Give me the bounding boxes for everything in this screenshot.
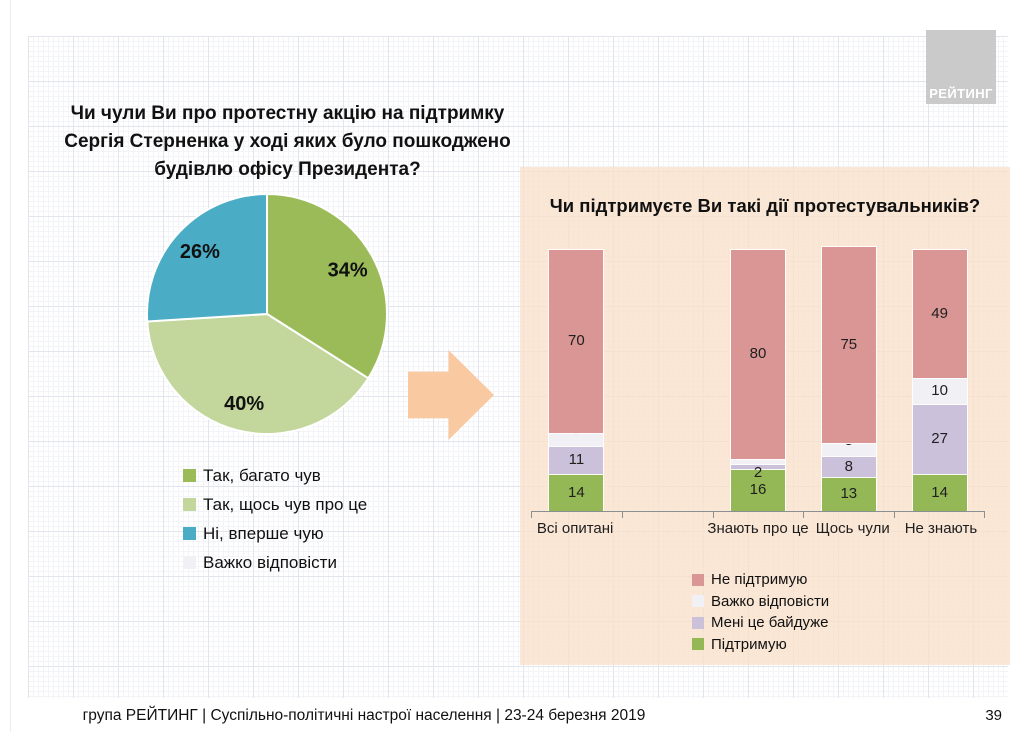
axis-tick [803,512,805,518]
legend-label: Підтримую [711,635,787,653]
legend-item: Мені це байдуже [692,612,829,634]
bar-value-label: 10 [931,381,948,399]
bar-segment: 5 [821,432,876,457]
x-axis [531,511,985,518]
page-edge-line [10,0,11,732]
axis-tick [531,512,532,518]
bar-segment: 80 [730,250,785,459]
bar-value-label: 2 [753,463,763,481]
stacked-bar: 14 11 5 70 [549,250,604,511]
legend-item: Ні, вперше чую [183,519,367,548]
bar-value-label: 16 [749,481,767,499]
bar-slot [622,250,713,511]
legend-item: Так, багато чув [183,461,367,490]
bar-value-label: 8 [844,457,853,475]
bar-segment: 14 [912,474,967,511]
pie-chart: 34% 40% 26% [145,192,388,435]
bar-segment: 75 [821,247,876,444]
bar-segment: 5 [549,422,604,446]
category-label: Знають про це [707,520,809,537]
rating-logo-text: РЕЙТИНГ [929,86,993,101]
legend-item: Підтримую [692,634,829,656]
stacked-bar: 14 27 10 49 [912,250,967,511]
stacked-bar: 162280 [730,250,785,511]
legend-item: Так, щось чув про це [183,490,367,519]
category-label: Не знають [904,520,978,537]
axis-tick [984,512,985,518]
legend-label: Мені це байдуже [711,614,829,632]
bar-chart-panel: Чи підтримуєте Ви такі дії протестувальн… [520,167,1010,665]
pie-legend: Так, багато чув Так, щось чув про це Ні, в… [183,461,367,577]
legend-item: Важко відповісти [183,548,367,577]
legend-label: Так, багато чув [203,465,321,485]
legend-swatch-icon [692,595,704,608]
pie-data-label: 26% [180,241,220,263]
bar-segment: 27 [912,404,967,475]
stacked-bar: 13 85 75 [821,247,876,511]
bar-value-label: 11 [568,451,585,469]
bar-value-label: 75 [840,336,858,354]
bar-segment: 8 [821,456,876,478]
category-label [619,520,707,537]
bar-slot: 13 85 75 [803,247,894,511]
bar-segment: 14 [549,474,604,511]
legend-swatch-icon [183,556,196,569]
legend-swatch-icon [183,469,196,482]
bar-value-label: 14 [568,483,585,501]
bar-segment: 16 [730,469,785,511]
page-number: 39 [985,707,1002,724]
axis-tick [894,512,896,518]
bar-segment: 13 [821,477,876,511]
bar-value-label: 14 [931,483,948,501]
bar-segment: 11 [549,445,604,475]
legend-swatch-icon [692,573,704,586]
bar-segment: 10 [912,377,967,404]
bar-value-label: 80 [749,345,767,363]
rating-logo: РЕЙТИНГ [926,30,996,104]
legend-item: Важко відповісти [692,591,829,613]
pie-slice-1 [146,312,370,435]
legend-label: Ні, вперше чую [203,523,324,543]
bar-categories: Всі опитані Знають про це Щось чули Не знаю… [531,520,985,537]
pie-chart-title: Чи чули Ви про протестну акцію на підтри… [64,103,511,180]
bar-segment: 2 [730,444,785,465]
legend-label: Так, щось чув про це [203,494,368,514]
bar-legend: Не підтримую Важко відповісти Мені це байд… [692,569,829,655]
axis-tick [621,512,623,518]
footer-text: група РЕЙТИНГ | Суспільно-політичні наст… [82,707,646,724]
legend-label: Важко відповісти [711,592,830,610]
legend-item: Не підтримую [692,569,829,591]
category-label: Щось чули [815,520,890,537]
bar-plot: 141157016228013857514271049 [531,247,985,511]
pie-slice-2 [145,192,268,323]
bar-slot: 14 27 10 49 [894,250,985,511]
bar-segment: 2 [730,464,785,480]
legend-label: Не підтримую [711,571,808,589]
legend-swatch-icon [692,638,704,651]
axis-tick [712,512,714,518]
legend-swatch-icon [183,527,196,540]
bar-slot: 162280 [713,250,804,511]
legend-swatch-icon [183,498,196,511]
legend-label: Важко відповісти [203,552,337,572]
category-label: Всі опитані [536,520,614,537]
bar-value-label: 70 [568,332,585,350]
bar-slot: 14 11 5 70 [531,250,622,511]
bar-value-label: 27 [931,430,948,448]
bar-segment: 70 [549,250,604,433]
pie-data-label: 40% [224,393,264,415]
bar-value-label: 13 [840,485,858,503]
bar-value-label: 49 [931,304,948,322]
bar-segment: 49 [912,250,967,378]
legend-swatch-icon [692,616,704,629]
pie-data-label: 34% [328,260,368,282]
bar-chart-title: Чи підтримуєте Ви такі дії протестувальн… [549,195,981,216]
